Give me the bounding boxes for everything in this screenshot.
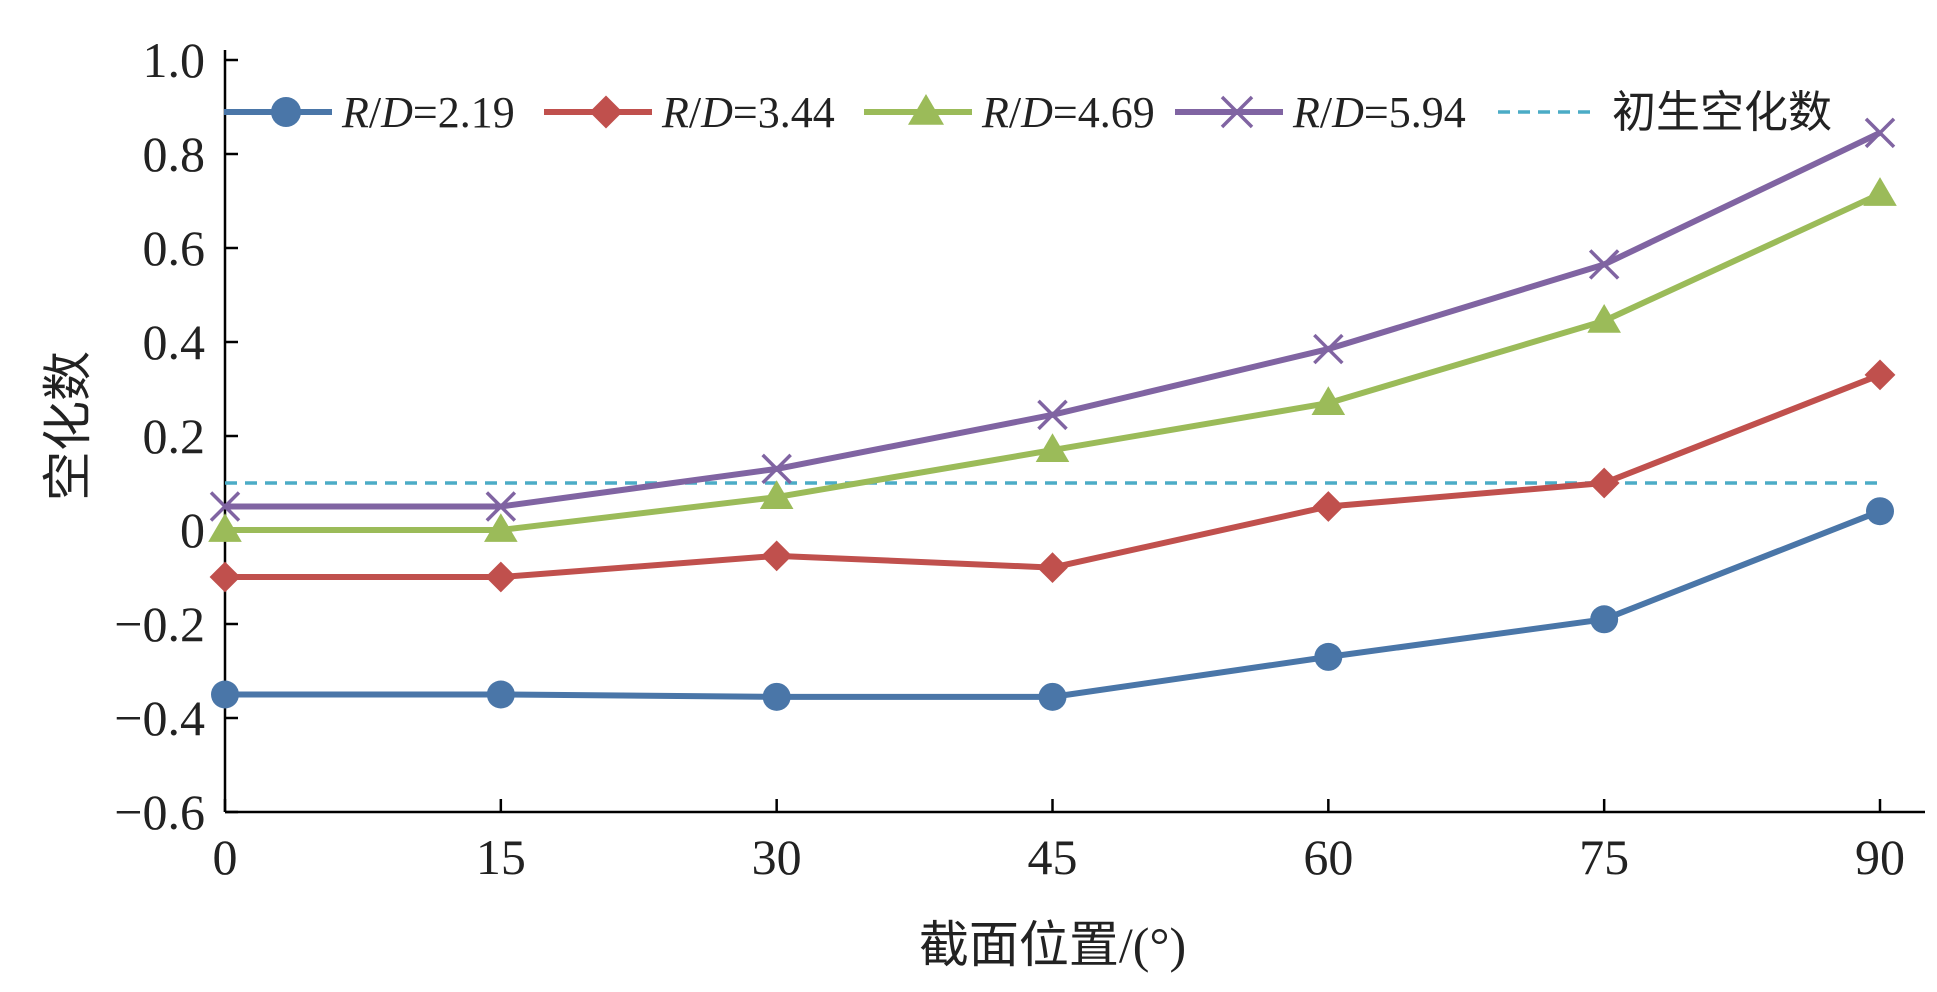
y-tick-label: 0.2 — [143, 408, 206, 464]
x-tick-label: 15 — [476, 829, 526, 885]
series-3-point — [484, 513, 518, 542]
series-2-point — [1864, 359, 1896, 391]
series-2-point — [1588, 467, 1620, 499]
series-3-point — [1587, 304, 1621, 333]
x-tick-label: 0 — [213, 829, 238, 885]
x-tick-label: 75 — [1579, 829, 1629, 885]
series-4-point — [1037, 399, 1068, 431]
series-1-point — [1866, 497, 1894, 526]
legend-label-reference: 初生空化数 — [1612, 88, 1832, 137]
legend-label-2: R/D=3.44 — [661, 88, 835, 137]
series-line-1 — [225, 508, 1882, 700]
series-1-point — [762, 682, 791, 711]
series-4-point — [1864, 117, 1896, 149]
series-2-point — [1037, 552, 1068, 583]
series-4-point — [1588, 249, 1620, 280]
series-4-point — [1313, 333, 1344, 365]
x-axis-title: 截面位置/(°) — [919, 917, 1186, 973]
series-4-point — [485, 491, 517, 522]
y-tick-label: −0.4 — [114, 690, 205, 746]
legend-label-3: R/D=4.69 — [981, 88, 1155, 137]
x-tick-label: 90 — [1855, 829, 1905, 885]
series-2-point — [761, 540, 793, 572]
series-3-point — [208, 513, 242, 542]
y-tick-label: 0.6 — [143, 220, 206, 276]
series-4-point — [761, 453, 792, 485]
y-tick-label: −0.6 — [114, 784, 205, 840]
y-tick-label: 1.0 — [143, 32, 206, 88]
series-2-point — [485, 561, 517, 593]
series-1-point — [1314, 642, 1343, 671]
y-tick-label: 0.8 — [143, 126, 206, 182]
y-tick-label: 0.4 — [143, 314, 206, 370]
series-3-point — [759, 480, 794, 509]
series-2-point — [209, 561, 241, 593]
series-line-2 — [225, 372, 1882, 580]
legend-marker-4 — [1220, 95, 1254, 129]
series-1-point — [1590, 605, 1619, 634]
series-2-point — [1312, 491, 1344, 522]
x-tick-label: 60 — [1303, 829, 1353, 885]
series-1-point — [486, 680, 515, 709]
x-tick-label: 45 — [1028, 829, 1078, 885]
legend-label-1: R/D=2.19 — [341, 88, 515, 137]
y-tick-label: 0 — [180, 502, 205, 558]
x-tick-label: 30 — [752, 829, 802, 885]
series-3-point — [1035, 433, 1070, 462]
y-axis-title: 空化数 — [40, 351, 96, 501]
series-1-point — [211, 680, 239, 709]
legend-marker-3 — [908, 94, 944, 125]
legend-marker-1 — [271, 97, 301, 127]
y-tick-label: −0.2 — [114, 596, 205, 652]
legend-marker-2 — [589, 95, 623, 129]
series-4-point — [209, 491, 241, 522]
series-1-point — [1038, 682, 1067, 711]
series-3-point — [1311, 386, 1346, 415]
legend-label-4: R/D=5.94 — [1292, 88, 1466, 137]
series-3-point — [1863, 177, 1897, 206]
series-line-3 — [225, 191, 1882, 533]
